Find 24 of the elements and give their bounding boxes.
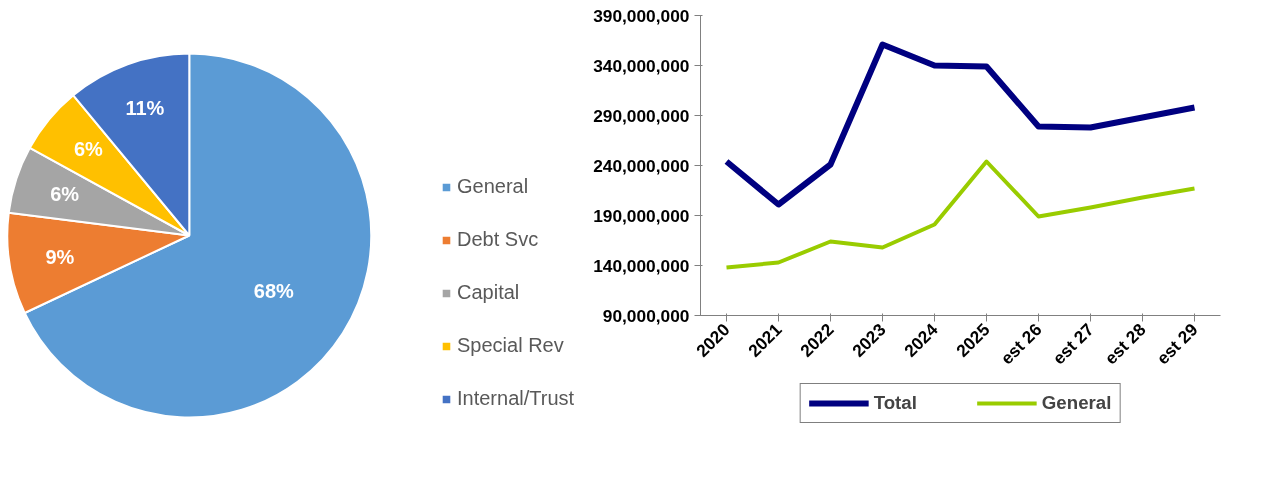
y-tick-label: 390,000,000 — [593, 5, 690, 26]
legend-label: Debt Svc — [457, 228, 539, 251]
y-tick-label: 190,000,000 — [593, 205, 690, 226]
y-tick-label: 290,000,000 — [593, 105, 690, 126]
data-label: 68% — [253, 279, 295, 302]
data-label: 11% — [125, 97, 165, 120]
x-tick-label: est 27 — [1048, 319, 1098, 369]
x-tick-label: est 29 — [1152, 319, 1202, 369]
legend-label: Capital — [457, 281, 520, 304]
legend-label: Internal/Trust — [457, 387, 575, 410]
legend-label: Special Rev — [457, 334, 564, 357]
x-tick-label: est 28 — [1100, 319, 1150, 369]
data-label: 9% — [45, 245, 75, 268]
y-tick-label: 90,000,000 — [602, 305, 690, 326]
y-tick-label: 140,000,000 — [593, 255, 690, 276]
legend-label: General — [1041, 392, 1112, 414]
legend-label: General — [457, 175, 529, 198]
y-tick-label: 340,000,000 — [593, 55, 690, 76]
y-tick-label: 240,000,000 — [593, 155, 690, 176]
x-tick-label: est 26 — [996, 319, 1046, 369]
legend-label: Total — [873, 392, 917, 414]
data-label: 6% — [50, 182, 80, 205]
data-label: 6% — [73, 138, 104, 161]
line-series — [724, 159, 1197, 270]
